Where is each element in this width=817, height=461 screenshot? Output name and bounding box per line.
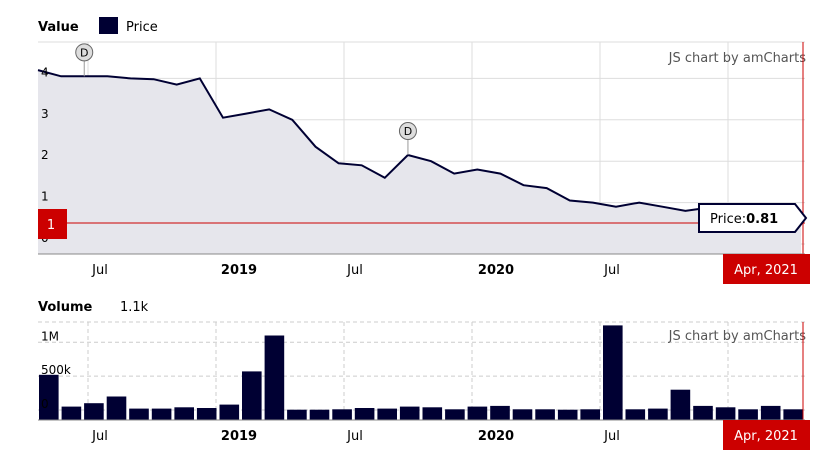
volume-bar[interactable]	[354, 408, 375, 420]
volume-bar[interactable]	[580, 409, 600, 420]
volume-bar[interactable]	[625, 409, 646, 420]
volume-bar[interactable]	[738, 409, 758, 420]
volume-bar[interactable]	[490, 405, 510, 420]
price-cursor-y-label: 1	[47, 218, 55, 233]
price-x-label: 2019	[221, 263, 257, 278]
volume-bar[interactable]	[106, 396, 127, 421]
volume-panel-header-value: 1.1k	[120, 300, 149, 315]
volume-bar[interactable]	[309, 409, 330, 420]
volume-x-label: 2020	[478, 429, 514, 444]
price-cursor-x-label-box	[723, 254, 810, 284]
volume-bar[interactable]	[670, 389, 691, 420]
volume-bar[interactable]	[422, 407, 443, 420]
price-legend-label[interactable]: Price	[126, 20, 158, 35]
volume-bar[interactable]	[242, 371, 262, 420]
volume-bar[interactable]	[715, 407, 736, 420]
price-chart-credit[interactable]: JS chart by amCharts	[668, 51, 807, 66]
volume-x-labels: Jul 2019 Jul 2020 Jul	[91, 429, 620, 444]
volume-bar[interactable]	[445, 409, 465, 420]
volume-bar[interactable]	[399, 406, 420, 420]
volume-bar[interactable]	[219, 404, 240, 420]
volume-bar[interactable]	[174, 407, 194, 420]
price-x-label: Jul	[603, 263, 620, 278]
volume-x-label: Jul	[91, 429, 108, 444]
dividend-marker-label: D	[80, 46, 88, 59]
volume-bar[interactable]	[264, 335, 285, 421]
volume-bar[interactable]	[84, 403, 104, 420]
dividend-marker-label: D	[404, 125, 412, 138]
volume-y-tick-label: 1M	[41, 329, 59, 343]
volume-bar[interactable]	[377, 408, 397, 420]
volume-bar[interactable]	[557, 409, 578, 420]
price-legend-swatch[interactable]	[99, 17, 118, 34]
volume-y-ticks: 0 500k 1M	[41, 329, 71, 411]
volume-y-tick-label: 0	[41, 397, 49, 411]
price-series-line[interactable]	[37, 69, 802, 214]
volume-bar[interactable]	[332, 409, 352, 420]
volume-bar[interactable]	[129, 408, 149, 420]
price-balloon: Price:0.81	[698, 203, 808, 233]
price-y-tick-label: 2	[41, 148, 49, 162]
volume-bar[interactable]	[151, 408, 172, 420]
volume-bar[interactable]	[196, 408, 217, 420]
volume-cursor-x-label-box	[723, 420, 810, 450]
volume-y-tick-label: 500k	[41, 363, 71, 377]
price-y-tick-label: 3	[41, 107, 49, 121]
volume-bar[interactable]	[693, 405, 713, 420]
volume-x-label: 2019	[221, 429, 257, 444]
price-panel-header: Value	[38, 20, 79, 35]
dividend-marker-icon[interactable]	[398, 121, 417, 140]
volume-bar[interactable]	[535, 409, 555, 420]
price-cursor-x-label: Apr, 2021	[734, 263, 798, 278]
volume-panel-header: Volume	[38, 300, 93, 315]
price-cursor-y-label-box	[38, 209, 67, 239]
volume-x-label: Jul	[603, 429, 620, 444]
volume-bar[interactable]	[467, 406, 488, 420]
volume-bar[interactable]	[603, 325, 623, 420]
volume-chart-credit[interactable]: JS chart by amCharts	[668, 329, 807, 344]
price-x-label: Jul	[91, 263, 108, 278]
volume-bar[interactable]	[39, 374, 59, 420]
volume-bar[interactable]	[61, 406, 82, 420]
dividend-marker-icon[interactable]	[75, 43, 94, 62]
price-x-label: Jul	[346, 263, 363, 278]
volume-bar[interactable]	[783, 409, 803, 420]
price-y-tick-label: 4	[41, 65, 49, 79]
volume-bars[interactable]	[39, 325, 803, 420]
price-x-label: 2020	[478, 263, 514, 278]
price-y-tick-label: 1	[41, 190, 49, 204]
price-balloon-box	[698, 203, 808, 233]
price-annotations: DD	[75, 43, 417, 155]
volume-bar[interactable]	[760, 405, 781, 420]
price-x-labels: Jul 2019 Jul 2020 Jul	[91, 263, 620, 278]
price-balloon-label: Price:0.81	[710, 212, 778, 227]
volume-bar[interactable]	[648, 408, 668, 420]
volume-bar[interactable]	[512, 409, 533, 420]
price-area-fill	[38, 70, 801, 254]
volume-cursor-x-label: Apr, 2021	[734, 429, 798, 444]
volume-x-label: Jul	[346, 429, 363, 444]
volume-bar[interactable]	[287, 409, 307, 420]
